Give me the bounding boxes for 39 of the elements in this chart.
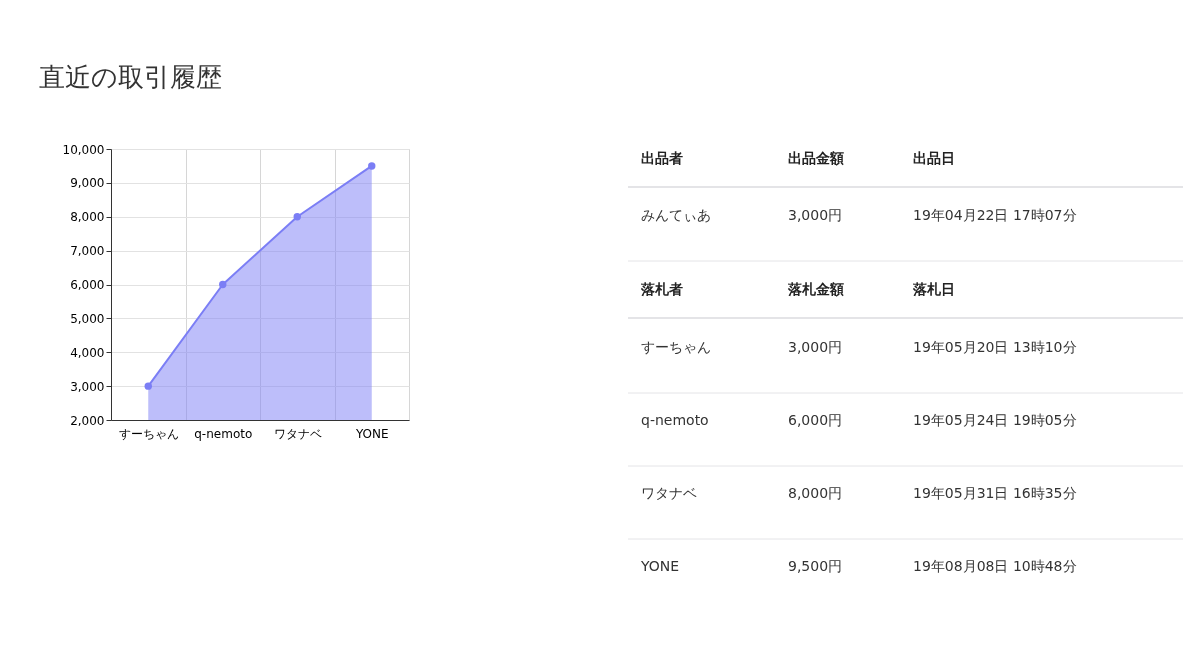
text: 19年08月08日 10時48分 [913, 558, 1077, 574]
text: 落札者 [640, 281, 683, 297]
text: ワタナベ [641, 485, 697, 501]
chart-title: 直近の取引履歴 [38, 61, 222, 92]
point [219, 280, 227, 289]
text: 落札金額 [787, 281, 844, 297]
text: 出品金額 [788, 150, 844, 166]
text: 8,000円 [788, 485, 843, 501]
text: すーちゃん [641, 339, 711, 355]
point [368, 162, 376, 170]
y-tick-label: 9,000 [70, 176, 105, 191]
text: 9,500円 [788, 558, 843, 574]
y-tick-label: 6,000 [70, 278, 105, 292]
point [293, 213, 301, 221]
text: 19年05月24日 19時05分 [913, 412, 1077, 428]
text: 19年04月22日 17時07分 [913, 207, 1077, 223]
text: 3,000円 [788, 207, 843, 223]
text: みんてぃあ [641, 207, 711, 223]
text: 出品者 [641, 150, 683, 166]
y-tick-label: 4,000 [70, 345, 105, 360]
text: 19年05月20日 13時10分 [913, 339, 1077, 355]
y-tick-label: 3,000 [70, 379, 105, 394]
x-tick-label: q-nemoto [194, 426, 253, 441]
y-tick-label: 2,000 [70, 413, 105, 428]
text: 3,000円 [788, 339, 843, 355]
y-tick-label: 7,000 [70, 244, 105, 259]
text: q-nemoto [641, 412, 709, 428]
x-tick-label: ワタナベ [273, 426, 322, 441]
x-tick-label: YONE [354, 426, 389, 441]
text: 19年05月31日 16時35分 [913, 485, 1077, 501]
text: 6,000円 [788, 412, 843, 428]
y-tick-label: 8,000 [70, 210, 105, 225]
y-tick-label: 5,000 [70, 311, 105, 326]
text: YONE [640, 558, 680, 574]
point [144, 382, 152, 390]
x-tick-label: すーちゃん [118, 426, 179, 441]
y-tick-label: 10,000 [62, 142, 105, 157]
text: 出品日 [913, 150, 955, 166]
text: 落札日 [912, 281, 955, 297]
